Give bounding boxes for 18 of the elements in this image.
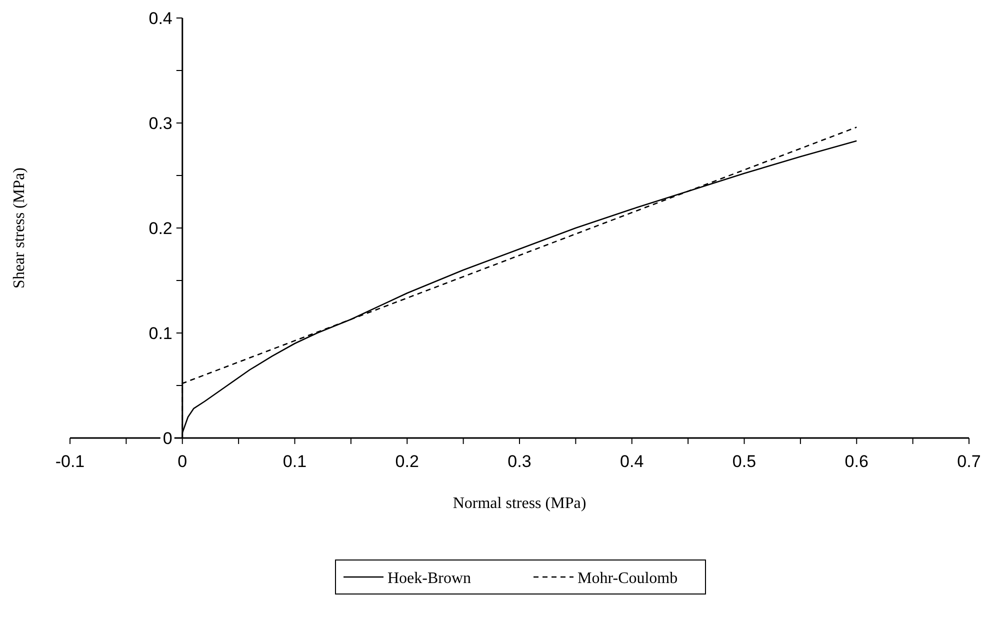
y-tick-label: 0.1 xyxy=(148,324,172,343)
x-tick-label: 0.2 xyxy=(395,452,419,471)
x-tick-label: 0.5 xyxy=(732,452,756,471)
y-axis-title: Shear stress (MPa) xyxy=(11,168,28,288)
x-tick-label: -0.1 xyxy=(55,452,85,471)
y-tick-label: 0 xyxy=(162,429,172,448)
y-tick-label: 0.3 xyxy=(148,114,172,133)
legend-label: Mohr-Coulomb xyxy=(578,570,678,587)
legend-label: Hoek-Brown xyxy=(388,570,472,587)
y-tick-label: 0.4 xyxy=(148,9,172,28)
x-axis-title: Normal stress (MPa) xyxy=(452,495,586,512)
x-tick-label: 0.7 xyxy=(957,452,981,471)
x-tick-label: 0.3 xyxy=(508,452,532,471)
x-tick-label: 0.4 xyxy=(620,452,644,471)
x-tick-label: 0.1 xyxy=(282,452,307,471)
x-tick-label: 0.6 xyxy=(844,452,868,471)
x-tick-label: 0 xyxy=(178,452,188,471)
y-tick-label: 0.2 xyxy=(148,219,172,238)
